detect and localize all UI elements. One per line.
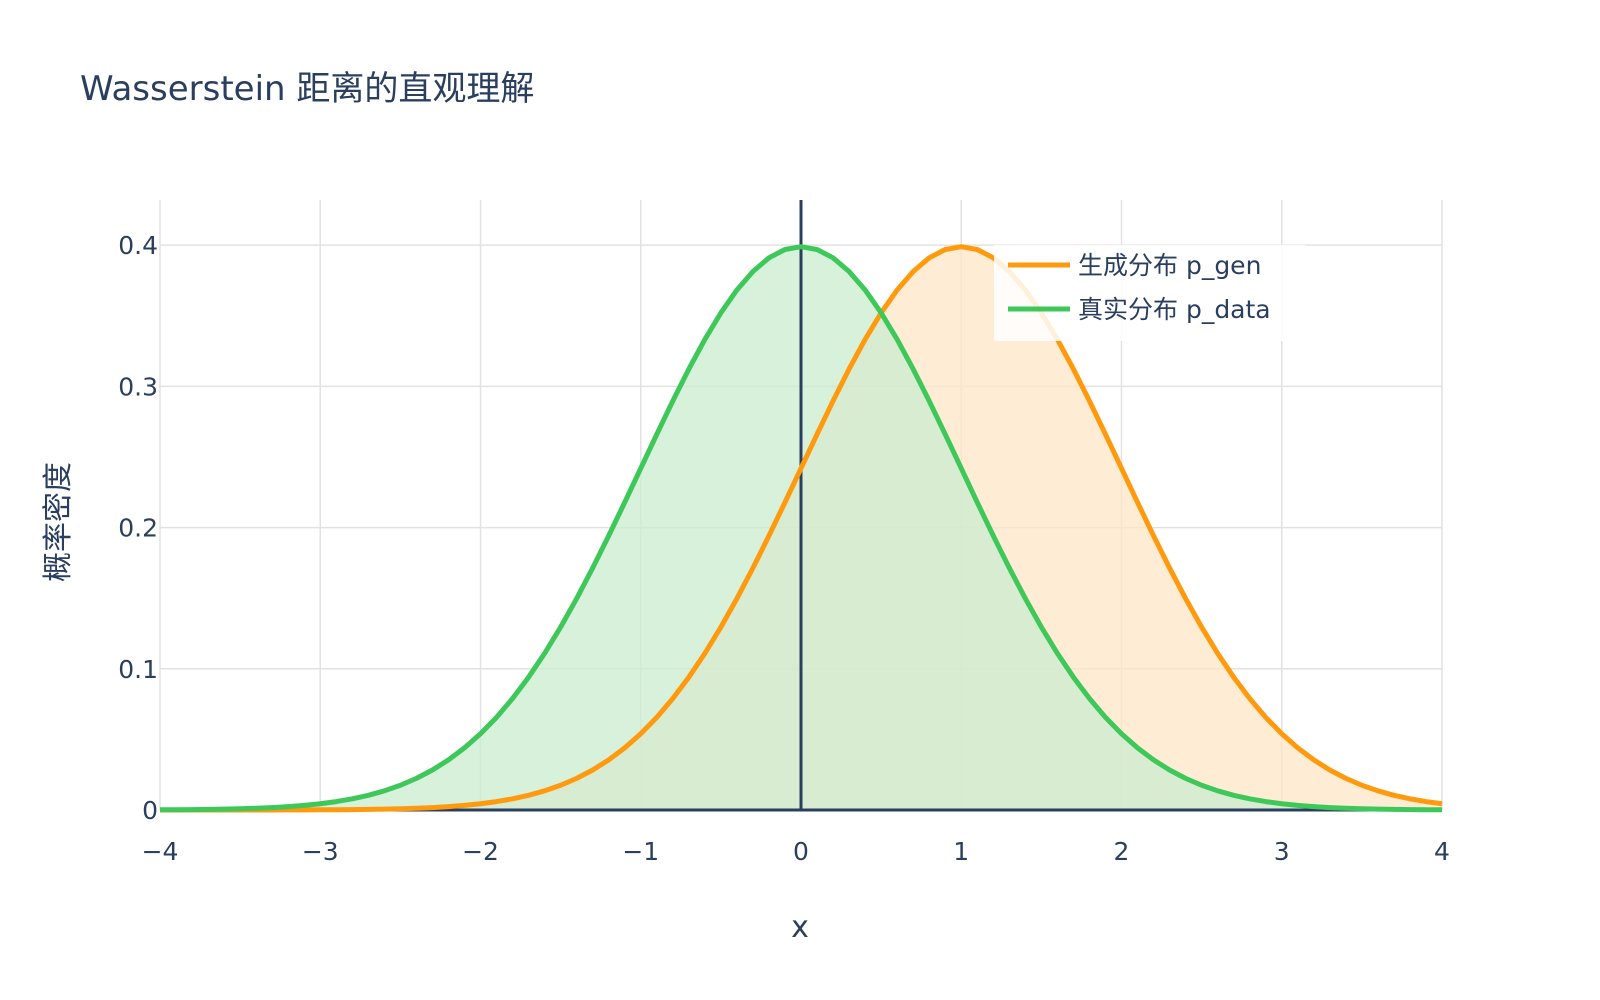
legend: 生成分布 p_gen 真实分布 p_data	[994, 245, 1306, 341]
y-tick-label: 0.3	[118, 372, 158, 401]
x-tick-label: −4	[142, 837, 179, 866]
x-tick-label: −2	[462, 837, 499, 866]
x-tick-label: 3	[1274, 837, 1290, 866]
x-tick-label: 0	[793, 837, 809, 866]
chart-title: Wasserstein 距离的直观理解	[80, 69, 534, 109]
series-line-p-data	[159, 244, 1443, 813]
y-tick-label: 0	[142, 796, 158, 825]
y-axis-title: 概率密度	[41, 462, 76, 582]
y-tick-label: 0.4	[118, 231, 158, 260]
x-tick-label: −1	[622, 837, 659, 866]
y-tick-label: 0.1	[118, 655, 158, 684]
series-line-p-gen	[160, 244, 1443, 813]
legend-label: 真实分布 p_data	[1078, 295, 1271, 324]
y-axis-ticks: 0 0.1 0.2 0.3 0.4	[118, 231, 158, 825]
x-tick-label: 1	[953, 837, 969, 866]
x-tick-label: 4	[1434, 837, 1450, 866]
x-axis-ticks: −4 −3 −2 −1 0 1 2 3 4	[142, 837, 1450, 866]
legend-background	[994, 245, 1306, 341]
x-tick-label: 2	[1114, 837, 1130, 866]
x-axis-title: x	[791, 910, 809, 945]
legend-label: 生成分布 p_gen	[1078, 251, 1261, 280]
x-tick-label: −3	[302, 837, 339, 866]
y-tick-label: 0.2	[118, 514, 158, 543]
series-lines	[159, 244, 1443, 813]
